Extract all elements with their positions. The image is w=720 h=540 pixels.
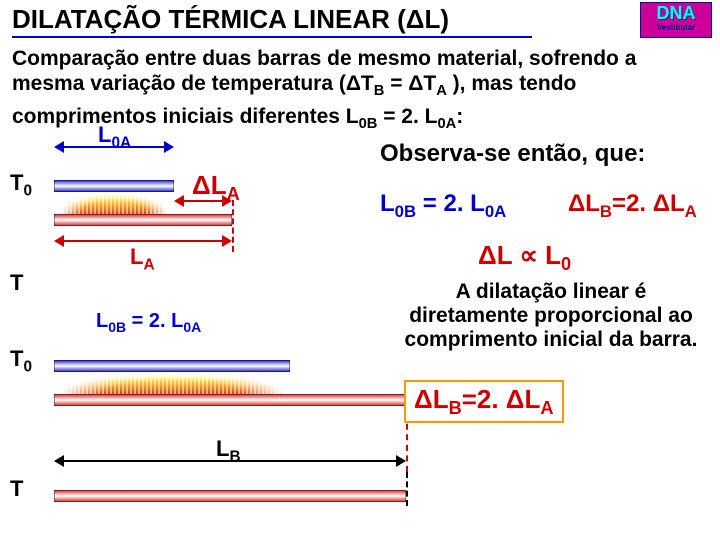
observa-heading: Observa-se então, que: [380, 140, 645, 168]
bar-B-final [54, 490, 406, 502]
logo-main: DNA [641, 3, 711, 23]
bar-A-expanded [54, 214, 232, 226]
page-title: DILATAÇÃO TÉRMICA LINEAR (ΔL) [12, 4, 449, 35]
conclusion-text: A dilatação linear é diretamente proporc… [396, 280, 706, 352]
temp-label-T0-a: T0 [10, 170, 32, 200]
label-L0A: L0A [98, 122, 131, 152]
dash-line-A [232, 200, 234, 252]
logo-sub: Vestibular [641, 23, 711, 32]
label-LB: LB [216, 436, 241, 466]
bar-A-initial [54, 180, 174, 192]
arrow-LA [54, 240, 232, 242]
temp-label-T0-b: T0 [10, 346, 32, 376]
eq-L0B-2L0A: L0B = 2. L0A [380, 190, 506, 222]
fire-B [60, 372, 284, 394]
bar-B-expanded [54, 394, 406, 406]
temp-label-T-b: T [10, 476, 23, 502]
boxed-equation: ΔLB=2. ΔLA [404, 380, 564, 423]
label-LA: LA [130, 244, 155, 274]
temp-label-T-a: T [10, 270, 23, 296]
fire-A [60, 192, 168, 214]
title-underline [12, 36, 532, 38]
eq-proportional: ΔL ∝ L0 [478, 240, 571, 275]
logo: DNA Vestibular [640, 2, 712, 38]
dash-line-B2 [406, 472, 408, 506]
eq-dLB-2dLA: ΔLB=2. ΔLA [568, 190, 697, 222]
bar-B-initial [54, 360, 290, 372]
label-L0B-eq: L0B = 2. L0A [96, 310, 201, 335]
